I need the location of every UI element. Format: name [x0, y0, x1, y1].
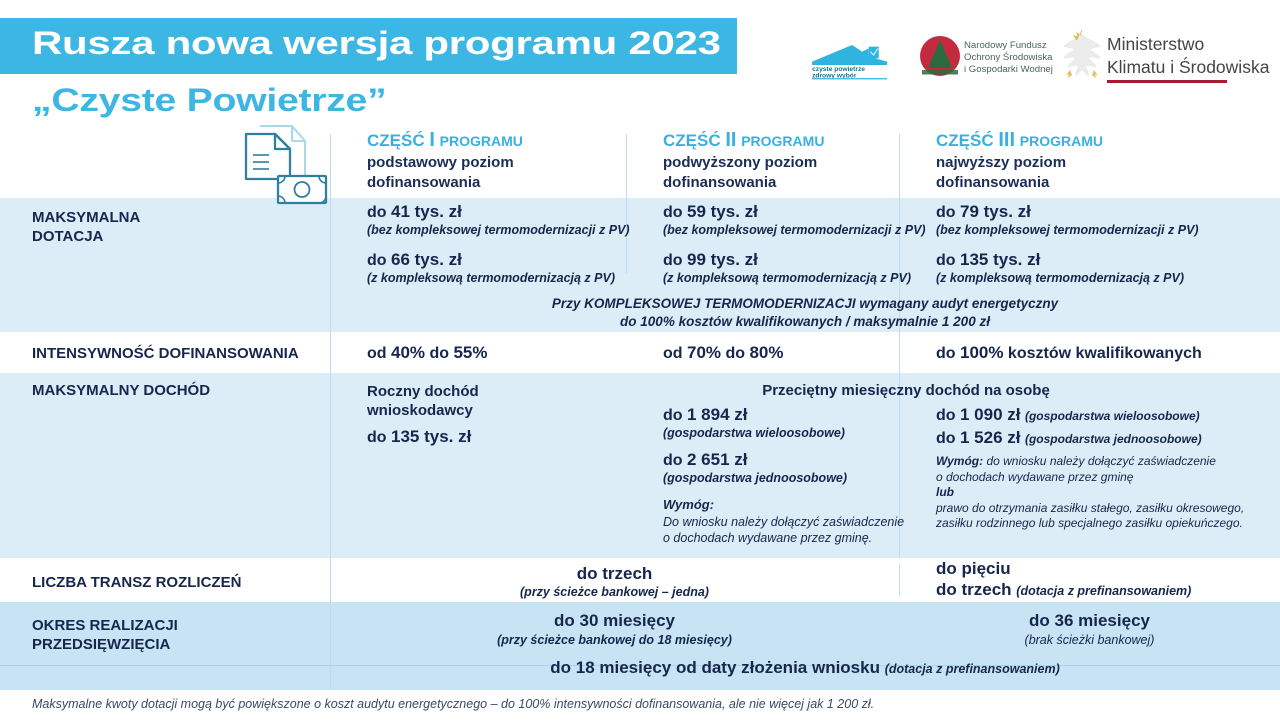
svg-text:Narodowy Fundusz: Narodowy Fundusz	[964, 40, 1047, 51]
svg-text:i Gospodarki Wodnej: i Gospodarki Wodnej	[964, 64, 1053, 75]
svg-text:Ochrony Środowiska: Ochrony Środowiska	[964, 51, 1053, 63]
